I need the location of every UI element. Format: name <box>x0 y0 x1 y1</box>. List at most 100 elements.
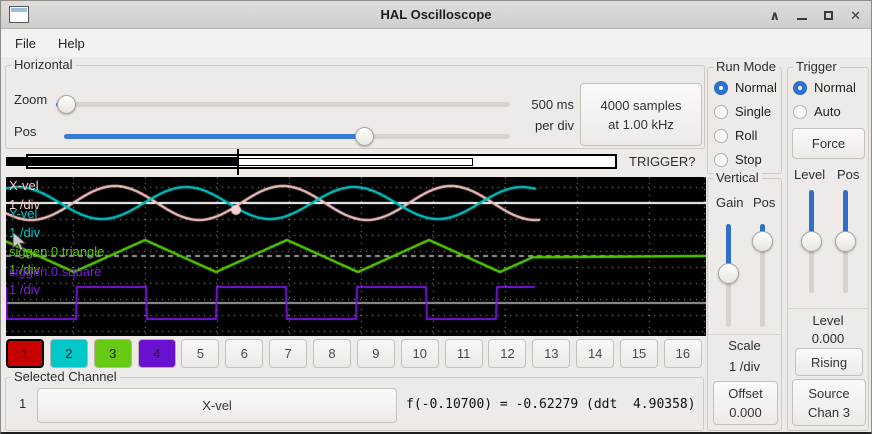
channel-labels-overlay: X-vel 1 /div Y-vel 1 /div siggen.0.triangle 1… <box>6 177 706 336</box>
scope-channel-scale: 1 /div <box>9 282 41 297</box>
menu-help[interactable]: Help <box>57 35 85 51</box>
channel-button-3[interactable]: 3 <box>93 339 132 368</box>
title-bar[interactable]: HAL Oscilloscope ∧ ✕ <box>1 1 871 29</box>
trigger-group-label: Trigger <box>793 59 840 74</box>
run-mode-single[interactable]: Single <box>714 104 777 119</box>
channel-button-5[interactable]: 5 <box>181 339 220 368</box>
trigger-mode-normal[interactable]: Normal <box>793 80 856 95</box>
mouse-cursor-icon <box>12 231 27 251</box>
channel-button-4[interactable]: 4 <box>137 339 176 368</box>
vertical-pos-slider-label: Pos <box>753 195 776 210</box>
channel-button-16[interactable]: 16 <box>663 339 702 368</box>
trigger-pos-slider-label: Pos <box>837 167 860 182</box>
radio-label: Normal <box>735 80 777 95</box>
radio-label: Normal <box>814 80 856 95</box>
radio-label: Single <box>735 104 772 119</box>
scope-channel-scale: 1 /div <box>9 262 41 277</box>
horizontal-pos-slider[interactable] <box>64 134 510 139</box>
radio-icon[interactable] <box>714 104 728 119</box>
channel-button-8[interactable]: 8 <box>313 339 352 368</box>
horizontal-pos-slider-fill <box>64 134 365 139</box>
shade-icon[interactable]: ∧ <box>769 7 781 23</box>
trigger-level-caption: Level <box>812 313 844 328</box>
channel-button-14[interactable]: 14 <box>576 339 615 368</box>
pretrigger-fill-bar <box>6 157 238 166</box>
signal-readout: f(-0.10700) = -0.62279 (ddt 4.90358) <box>406 397 696 412</box>
trigger-level-slider[interactable] <box>801 190 822 293</box>
horizontal-pos-slider-knob[interactable] <box>355 127 374 146</box>
trigger-separator <box>788 308 868 309</box>
radio-label: Stop <box>735 152 762 167</box>
trigger-edge-button[interactable]: Rising <box>795 348 863 376</box>
selected-channel-number: 1 <box>19 396 27 411</box>
scope-channel-name: siggen.0.square <box>9 264 102 279</box>
trigger-position-marker[interactable] <box>237 149 239 175</box>
maximize-icon[interactable] <box>824 10 834 20</box>
scope-channel-name: X-vel <box>9 178 39 193</box>
horizontal-group: Horizontal Zoom Pos 500 ms per div 4000 … <box>5 57 705 149</box>
run-mode-group-label: Run Mode <box>713 59 779 74</box>
window-icon[interactable] <box>9 6 29 23</box>
vertical-group: Vertical Gain Pos Scale 1 /div Offset 0.… <box>707 170 782 431</box>
trigger-level-slider-knob[interactable] <box>801 231 822 252</box>
samples-button[interactable]: 4000 samples at 1.00 kHz <box>580 83 702 146</box>
vertical-pos-slider-knob[interactable] <box>752 231 773 252</box>
trigger-group: Trigger Normal Auto Force Level Pos Level… <box>787 59 869 431</box>
force-trigger-button[interactable]: Force <box>792 128 865 159</box>
trigger-hint-label: TRIGGER? <box>629 154 696 169</box>
channel-button-12[interactable]: 12 <box>488 339 527 368</box>
trigger-mode-radio-group: Normal Auto <box>793 80 856 119</box>
run-mode-roll[interactable]: Roll <box>714 128 777 143</box>
trigger-source-button[interactable]: Source Chan 3 <box>792 379 866 426</box>
gain-slider[interactable] <box>718 224 739 327</box>
trigger-pos-slider-knob[interactable] <box>835 231 856 252</box>
waveform-canvas[interactable] <box>6 177 706 336</box>
channel-button-15[interactable]: 15 <box>620 339 659 368</box>
gain-slider-knob[interactable] <box>718 263 739 284</box>
close-icon[interactable]: ✕ <box>850 7 861 23</box>
trigger-level-slider-label: Level <box>794 167 826 182</box>
scope-channel-scale: 1 /div <box>9 197 41 212</box>
channel-button-row: 1 2 3 4 5 6 7 8 9 10 11 12 13 14 15 16 <box>6 339 702 368</box>
radio-icon[interactable] <box>793 104 807 119</box>
radio-icon[interactable] <box>793 80 807 95</box>
selected-channel-group: Selected Channel 1 X-vel f(-0.10700) = -… <box>5 369 704 431</box>
radio-icon[interactable] <box>714 152 728 167</box>
channel-name-button[interactable]: X-vel <box>37 388 397 423</box>
scope-channel-name: Y-vel <box>9 206 38 221</box>
run-mode-stop[interactable]: Stop <box>714 152 777 167</box>
channel-button-10[interactable]: 10 <box>400 339 439 368</box>
trigger-pos-slider[interactable] <box>835 190 856 293</box>
vertical-pos-slider[interactable] <box>752 224 773 327</box>
scope-display: X-vel 1 /div Y-vel 1 /div siggen.0.triangle 1… <box>6 177 706 336</box>
channel-button-11[interactable]: 11 <box>444 339 483 368</box>
zoom-slider-label: Zoom <box>14 92 48 107</box>
trigger-mode-auto[interactable]: Auto <box>793 104 856 119</box>
offset-button[interactable]: Offset 0.000 <box>713 381 778 425</box>
zoom-slider-knob[interactable] <box>57 95 76 114</box>
run-mode-group: Run Mode Normal Single Roll Stop <box>707 59 782 174</box>
channel-button-2[interactable]: 2 <box>49 339 88 368</box>
scale-value: 1 /div <box>728 359 761 374</box>
vertical-separator <box>708 334 781 335</box>
run-mode-normal[interactable]: Normal <box>714 80 777 95</box>
channel-button-13[interactable]: 13 <box>532 339 571 368</box>
trigger-position-bar[interactable]: TRIGGER? <box>6 149 706 177</box>
scale-caption: Scale <box>728 338 761 353</box>
menu-bar: File Help <box>1 29 871 57</box>
radio-icon[interactable] <box>714 80 728 95</box>
run-mode-radio-group: Normal Single Roll Stop <box>714 80 777 167</box>
time-per-div-label: 500 ms per div <box>531 97 574 133</box>
trigger-level-value: 0.000 <box>811 331 845 346</box>
pos-slider-label: Pos <box>14 124 37 139</box>
horizontal-group-label: Horizontal <box>11 57 76 72</box>
channel-button-9[interactable]: 9 <box>356 339 395 368</box>
channel-button-6[interactable]: 6 <box>225 339 264 368</box>
menu-file[interactable]: File <box>15 35 36 51</box>
channel-button-1[interactable]: 1 <box>6 339 44 368</box>
channel-button-7[interactable]: 7 <box>269 339 308 368</box>
zoom-slider[interactable] <box>56 102 510 107</box>
minimize-icon[interactable] <box>797 18 808 20</box>
radio-icon[interactable] <box>714 128 728 143</box>
